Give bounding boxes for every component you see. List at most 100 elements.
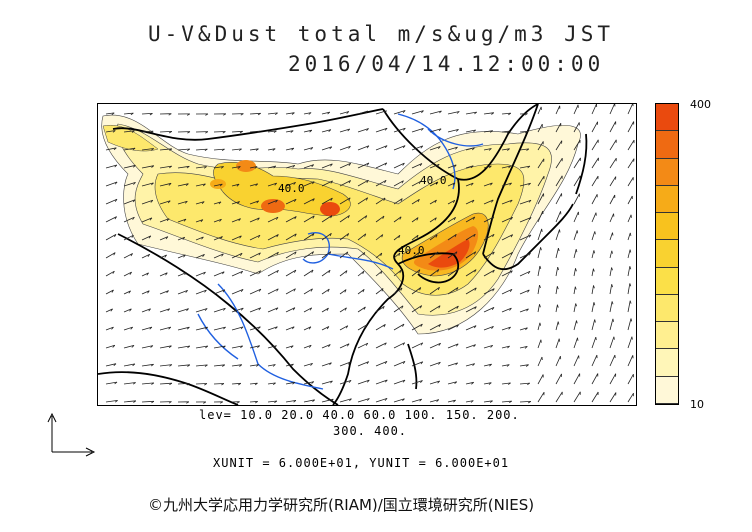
wind-arrow-head xyxy=(384,145,388,149)
wind-arrow-head xyxy=(366,128,369,131)
wind-arrow-head xyxy=(527,165,531,169)
wind-arrow-head xyxy=(385,379,388,383)
wind-arrow-head xyxy=(312,215,315,219)
wind-arrow xyxy=(303,164,314,169)
wind-arrow xyxy=(411,361,423,367)
wind-arrow xyxy=(627,104,633,115)
wind-arrow xyxy=(321,326,330,331)
wind-arrow-head xyxy=(420,380,423,383)
wind-arrow-head xyxy=(470,165,474,169)
wind-arrow xyxy=(105,252,116,259)
wind-arrow xyxy=(537,193,544,205)
wind-arrow-head xyxy=(114,198,118,202)
wind-arrow xyxy=(375,379,388,385)
wind-arrow-head xyxy=(112,270,115,274)
wind-arrow-head xyxy=(130,253,133,257)
vector-reference-key xyxy=(42,410,102,464)
wind-arrow-head xyxy=(344,289,347,293)
wind-arrow xyxy=(213,166,224,169)
wind-arrow xyxy=(519,252,531,259)
wind-arrow xyxy=(465,147,475,151)
wind-arrow-head xyxy=(456,324,459,328)
wind-arrow xyxy=(447,399,456,403)
wind-arrow xyxy=(177,200,188,205)
wind-arrow xyxy=(321,288,330,295)
contour-label: 40.0 xyxy=(398,244,425,257)
wind-arrow xyxy=(357,145,370,151)
wind-arrow-head xyxy=(258,307,262,311)
wind-arrow-head xyxy=(420,342,424,346)
wind-arrow-head xyxy=(384,162,388,166)
wind-arrow-head xyxy=(528,182,531,186)
wind-arrow-head xyxy=(238,382,242,386)
wind-arrow-head xyxy=(237,201,240,204)
wind-arrow-head xyxy=(222,345,226,349)
wind-arrow xyxy=(627,249,631,259)
wind-arrow-head xyxy=(151,148,154,151)
wind-arrow xyxy=(393,216,402,223)
wind-arrow-head xyxy=(147,290,150,294)
wind-arrow xyxy=(195,289,207,295)
wind-arrow xyxy=(429,234,438,241)
wind-arrow xyxy=(123,382,136,385)
wind-arrow-head xyxy=(186,383,190,386)
wind-arrow xyxy=(231,382,241,385)
wind-arrow xyxy=(123,363,135,367)
wind-arrow xyxy=(627,355,634,367)
wind-arrow xyxy=(537,141,544,151)
wind-arrow-head xyxy=(310,363,313,366)
wind-arrow xyxy=(105,112,115,115)
wind-arrow-head xyxy=(239,253,243,257)
wind-arrow xyxy=(357,215,368,223)
wind-arrow xyxy=(141,113,153,115)
wind-arrow xyxy=(483,148,492,151)
wind-arrow xyxy=(393,305,404,313)
wind-arrow xyxy=(105,344,115,349)
wind-arrow xyxy=(231,166,241,169)
wind-arrow-head xyxy=(630,318,633,322)
wind-arrow-head xyxy=(239,235,242,239)
wind-arrow xyxy=(321,146,332,151)
wind-arrow xyxy=(555,338,560,349)
wind-arrow-head xyxy=(240,326,244,330)
wind-arrow xyxy=(483,130,493,133)
wind-arrow-head xyxy=(204,308,208,311)
wind-arrow-head xyxy=(273,165,277,169)
wind-arrow xyxy=(429,399,439,403)
wind-arrow xyxy=(429,286,440,295)
wind-arrow xyxy=(393,180,404,187)
wind-arrow xyxy=(627,392,634,403)
wind-arrow-head xyxy=(489,363,492,367)
wind-arrow xyxy=(123,147,136,151)
wind-arrow xyxy=(375,305,385,313)
wind-arrow-head xyxy=(575,303,577,307)
wind-arrow-head xyxy=(438,128,442,132)
wind-arrow-head xyxy=(150,130,154,134)
wind-arrow xyxy=(285,381,295,385)
wind-arrow xyxy=(267,307,279,313)
wind-arrow-head xyxy=(219,218,222,222)
wind-arrow-head xyxy=(165,236,169,240)
wind-arrow-head xyxy=(384,398,388,401)
wind-arrow xyxy=(231,289,244,295)
wind-arrow-head xyxy=(526,308,529,312)
wind-arrow-head xyxy=(114,216,117,220)
wind-arrow-head xyxy=(312,181,315,185)
wind-arrow-head xyxy=(472,216,476,220)
wind-arrow xyxy=(375,342,387,349)
wind-arrow xyxy=(105,164,118,169)
wind-arrow xyxy=(177,183,189,187)
wind-arrow xyxy=(123,345,135,349)
wind-arrow xyxy=(105,198,118,205)
wind-arrow-head xyxy=(183,218,187,222)
wind-arrow-head xyxy=(348,145,351,149)
wind-arrow-head xyxy=(257,345,260,349)
wind-arrow xyxy=(267,234,279,241)
wind-arrow xyxy=(141,363,154,367)
wind-arrow-head xyxy=(470,182,474,186)
wind-arrow xyxy=(177,148,190,151)
wind-arrow-head xyxy=(148,308,151,312)
wind-arrow-head xyxy=(311,381,315,384)
wind-arrow xyxy=(411,398,422,403)
wind-arrow xyxy=(231,235,242,241)
